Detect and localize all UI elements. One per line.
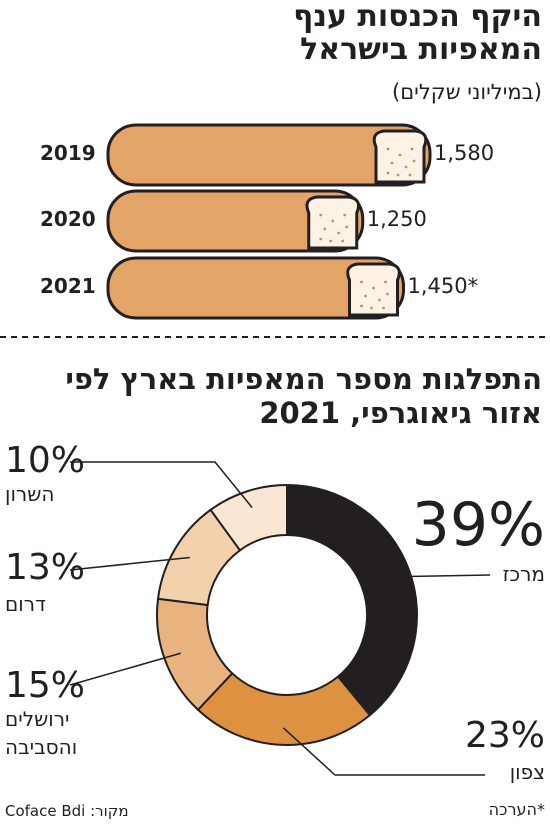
pie-slice <box>209 483 288 552</box>
category-label: ירושלים והסביבה <box>5 707 78 759</box>
bread-crumb <box>382 306 385 310</box>
bread-crumb <box>384 280 387 284</box>
leader-line <box>282 727 485 776</box>
value-label: 10% <box>5 440 86 481</box>
bread-crumb <box>319 213 323 217</box>
chart-subtitle: (במיליוני שקלים) <box>392 80 542 104</box>
category-label: צפון <box>509 760 545 784</box>
bread-crumb <box>323 227 327 231</box>
bread-crumb <box>329 239 333 243</box>
bread-crumb <box>396 173 400 177</box>
leader-line <box>70 461 253 509</box>
bread-crumb <box>378 298 381 302</box>
bread-crumb <box>341 239 345 243</box>
category-label: 2021 <box>40 274 96 298</box>
bread-icon <box>346 262 401 317</box>
bar <box>106 256 406 320</box>
value-label: 39% <box>411 490 545 560</box>
bread-crumb <box>370 306 373 310</box>
chart-title: היקף הכנסות ענף המאפיות בישראל <box>293 0 542 67</box>
value-label: 1,450* <box>407 274 479 298</box>
bread-crumb <box>410 147 414 151</box>
bread-crumb <box>337 231 341 235</box>
bread-crumb <box>360 280 363 284</box>
bread-crumb <box>386 292 389 296</box>
bread-crumb <box>345 225 349 229</box>
bread-crumb <box>404 165 408 169</box>
chart-title: התפלגות מספר המאפיות בארץ לפי אזור גיאוג… <box>65 362 542 430</box>
bread-crumb <box>331 219 335 223</box>
source: מקור: Coface Bdi <box>5 802 129 820</box>
category-label: דרום <box>5 592 46 616</box>
leader-line <box>69 556 190 571</box>
value-label: 13% <box>5 547 86 588</box>
value-label: 23% <box>464 715 545 756</box>
bread-icon <box>372 129 428 184</box>
bread-crumb <box>343 213 347 217</box>
bar <box>106 123 432 187</box>
bread-crumb <box>386 171 390 175</box>
category-label: 2020 <box>40 207 96 231</box>
pie-slice <box>286 483 418 717</box>
bread-crumb <box>319 237 323 241</box>
leader-line <box>69 652 181 686</box>
pie-slice <box>196 671 372 746</box>
bread-crumb <box>408 173 412 177</box>
bread-icon <box>305 195 360 250</box>
bread-crumb <box>386 147 390 151</box>
bread-crumb <box>372 286 375 290</box>
bread-crumb <box>398 153 402 157</box>
bar <box>106 189 365 253</box>
category-label: השרון <box>5 482 55 506</box>
leader-line <box>393 574 491 578</box>
value-label: 15% <box>5 665 86 706</box>
note: *הערכה <box>488 800 545 819</box>
bread-crumb <box>360 304 363 308</box>
bread-crumb <box>412 159 416 163</box>
bread-crumb <box>390 161 394 165</box>
bread-crumb <box>364 294 367 298</box>
value-label: 1,250 <box>366 207 427 231</box>
category-label: מרכז <box>502 562 545 586</box>
value-label: 1,580 <box>434 141 495 165</box>
category-label: 2019 <box>40 141 96 165</box>
